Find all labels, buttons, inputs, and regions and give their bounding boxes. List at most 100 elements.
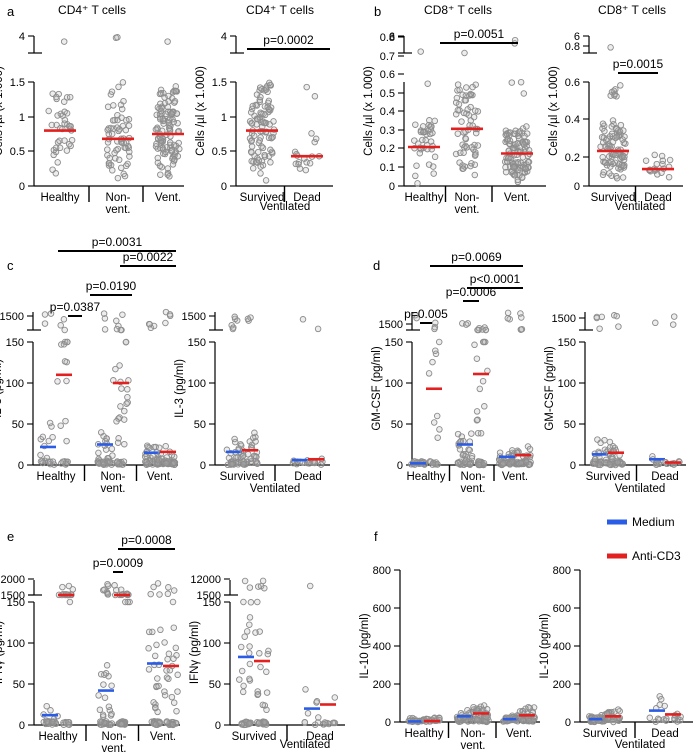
data-point: [63, 147, 71, 154]
data-point: [661, 702, 668, 710]
data-point: [468, 430, 475, 437]
y-tick-label: 600: [373, 603, 391, 615]
data-point: [523, 123, 530, 130]
y-tick-label: 150: [7, 597, 25, 609]
data-point: [238, 667, 246, 675]
data-point: [170, 141, 178, 149]
y-tick-label: 0: [385, 717, 391, 729]
data-point: [124, 386, 131, 393]
data-point: [240, 461, 247, 468]
data-point: [115, 83, 122, 91]
data-point: [468, 452, 476, 460]
p-value-label: p=0.0002: [263, 33, 314, 47]
y-tick-label: 1500: [182, 311, 206, 323]
data-point: [463, 84, 470, 91]
x-category-label: Healthy: [41, 192, 80, 204]
x-category-label: Dead: [651, 728, 679, 740]
data-point: [331, 694, 339, 701]
data-point: [525, 703, 532, 711]
data-point: [166, 311, 174, 318]
data-point: [236, 676, 243, 683]
data-point: [479, 338, 487, 346]
data-point: [460, 437, 467, 445]
data-point: [143, 458, 150, 466]
chart-panel-2: b CD8⁺ T cells 0 0.1 0.2 0.3 0.4 0.5 0.6 0.7 0.86 C…: [363, 3, 546, 216]
chart-title: CD8⁺ T cells: [424, 3, 492, 17]
data-point: [654, 171, 661, 178]
data-point: [61, 137, 68, 144]
data-point: [607, 163, 614, 170]
data-point: [646, 714, 654, 722]
data-point: [599, 120, 607, 127]
data-point: [311, 138, 318, 146]
data-point: [617, 82, 624, 89]
data-point: [105, 703, 113, 710]
data-point: [160, 120, 167, 127]
data-point: [299, 316, 307, 323]
data-point: [263, 689, 271, 696]
y-tick-label: 100: [203, 638, 221, 650]
data-point: [247, 109, 255, 116]
data-point: [254, 598, 261, 606]
data-point: [59, 583, 66, 591]
data-point: [155, 682, 162, 690]
y-tick-label: 100: [188, 378, 206, 390]
data-point: [45, 458, 52, 466]
data-point: [231, 313, 238, 321]
data-point: [525, 717, 533, 725]
data-point: [172, 644, 180, 652]
data-point: [164, 655, 171, 663]
data-point: [122, 598, 129, 606]
data-point: [658, 152, 666, 160]
data-point: [104, 580, 111, 588]
data-point: [107, 91, 115, 98]
panel-letter: f: [374, 529, 378, 544]
x-category-label: Vent.: [147, 471, 173, 483]
data-point: [261, 111, 269, 119]
y-tick-label: 150: [6, 337, 24, 349]
data-point: [302, 686, 309, 693]
data-point: [66, 93, 74, 101]
data-point: [49, 433, 56, 441]
y-tick-label: 0.8: [380, 32, 395, 44]
y-tick-label: 1: [221, 112, 227, 124]
data-point: [614, 706, 622, 713]
data-point: [114, 116, 121, 124]
data-point: [521, 132, 528, 140]
data-point: [613, 312, 620, 320]
panel-letter: c: [7, 258, 14, 273]
p-value-label: p=0.0015: [613, 57, 664, 71]
data-point: [120, 416, 128, 423]
data-point: [49, 166, 56, 173]
data-point: [108, 130, 116, 138]
data-point: [522, 165, 529, 172]
data-point: [113, 325, 121, 333]
p-value-label: p<0.0001: [470, 272, 521, 286]
data-point: [256, 137, 263, 144]
data-point: [245, 649, 253, 657]
data-point: [164, 590, 172, 598]
y-tick-label: 0.5: [10, 146, 25, 158]
data-point: [69, 586, 77, 593]
data-point: [611, 92, 618, 99]
data-point: [431, 153, 439, 161]
data-point: [168, 148, 175, 155]
data-point: [145, 666, 153, 673]
data-point: [432, 347, 439, 354]
data-point: [122, 162, 130, 170]
data-point: [464, 706, 471, 714]
data-point: [454, 81, 462, 88]
data-point: [110, 102, 117, 109]
x-category-label: Dead: [644, 192, 672, 204]
y-tick-label: 0.3: [380, 125, 395, 137]
data-point: [156, 134, 164, 141]
data-point: [463, 144, 470, 151]
data-point: [65, 140, 73, 148]
x-category-label: Healthy: [405, 192, 444, 204]
y-axis-label: IL-10 (pg/ml): [359, 613, 371, 678]
data-point: [526, 445, 534, 453]
data-point: [114, 34, 121, 41]
data-point: [306, 160, 314, 167]
data-point: [104, 139, 112, 146]
data-point: [264, 103, 271, 111]
